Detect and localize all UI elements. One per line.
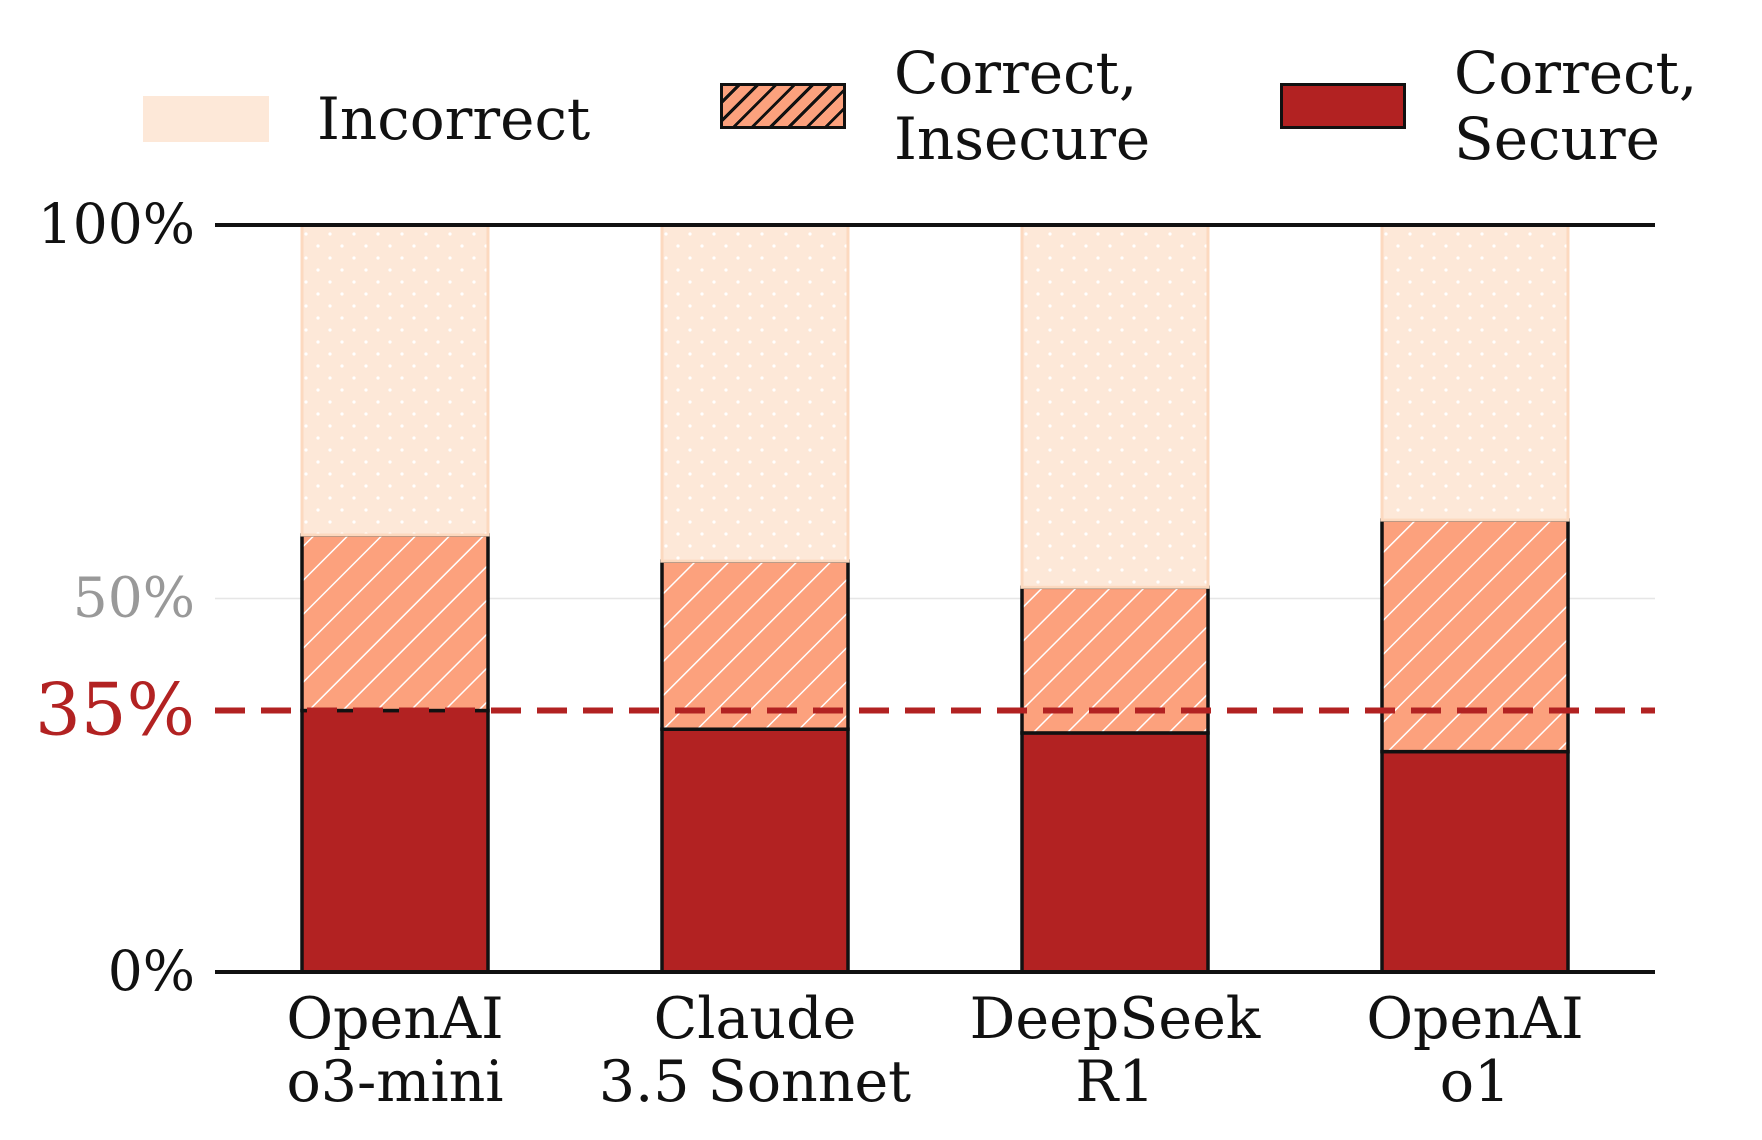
legend-swatch-correct-secure (1280, 83, 1406, 129)
x-tick-label-3: DeepSeek R1 (970, 986, 1261, 1115)
x-tick-label-2: Claude 3.5 Sonnet (599, 986, 911, 1115)
y-tick-label-100: 100% (38, 192, 195, 256)
legend-item-incorrect: Incorrect (143, 86, 590, 152)
legend-label-correct-insecure: Correct, Insecure (894, 39, 1151, 173)
bar-incorrect-1 (300, 223, 490, 537)
legend-swatch-correct-insecure (720, 83, 846, 129)
bar-correct-insecure-1 (300, 533, 490, 713)
legend-swatch-incorrect (143, 96, 269, 142)
bar-correct-insecure-2 (660, 559, 850, 731)
bar-correct-secure-1 (300, 708, 490, 974)
x-tick-label-1: OpenAI o3-mini (286, 986, 503, 1115)
y-tick-label-50: 50% (73, 566, 195, 630)
legend-label-incorrect: Incorrect (317, 85, 591, 153)
y-tick-label-0: 0% (108, 939, 195, 1003)
legend-item-correct-insecure: Correct, Insecure (720, 40, 1150, 172)
reference-line-label: 35% (35, 668, 195, 752)
x-tick-label-4: OpenAI o1 (1366, 986, 1583, 1115)
legend-item-correct-secure: Correct, Secure (1280, 40, 1697, 172)
bar-incorrect-4 (1380, 223, 1570, 522)
bar-correct-secure-4 (1380, 749, 1570, 974)
bars-layer (300, 223, 1570, 974)
bar-incorrect-2 (660, 223, 850, 563)
axis-layer: OpenAI o3-mini Claude 3.5 Sonnet DeepSeek R1 O… (35, 192, 1655, 1115)
bar-incorrect-3 (1020, 223, 1210, 589)
chart-legend: Incorrect Correct, Insecure Correct, Sec… (0, 0, 1762, 190)
bar-correct-secure-2 (660, 727, 850, 974)
legend-label-correct-secure: Correct, Secure (1454, 39, 1698, 173)
bar-correct-insecure-4 (1380, 518, 1570, 754)
bar-correct-secure-3 (1020, 731, 1210, 974)
